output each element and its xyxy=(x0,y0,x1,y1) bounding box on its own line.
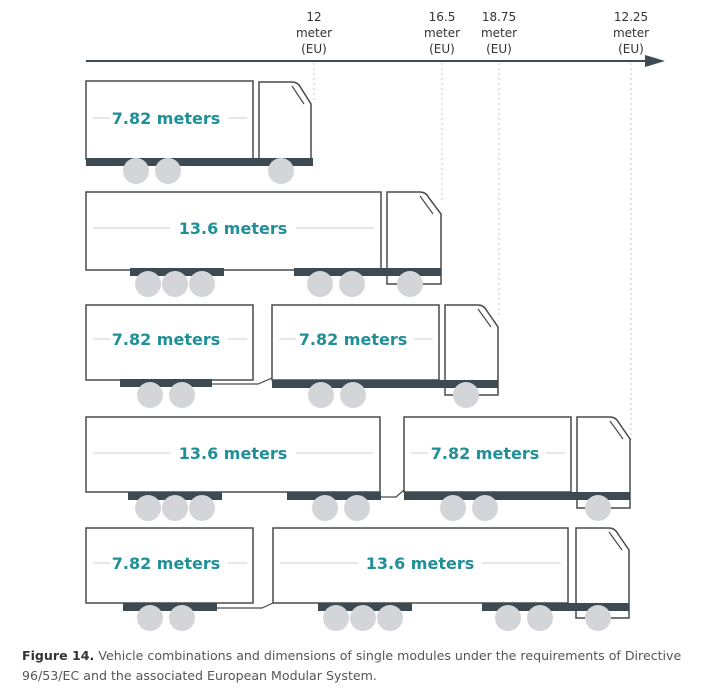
module-length-label: 7.82 meters xyxy=(112,109,220,128)
axis-marker-region: (EU) xyxy=(618,42,644,56)
vehicle-rigid-truck: 7.82 meters xyxy=(85,80,313,184)
axis-marker-12: 12 meter (EU) xyxy=(296,10,332,100)
wheel xyxy=(585,495,611,521)
axis-marker-region: (EU) xyxy=(429,42,455,56)
drawbar xyxy=(217,602,274,609)
cargo-box xyxy=(85,304,254,381)
cargo-box xyxy=(85,527,254,604)
axis-marker-value: 12.25 xyxy=(614,10,648,24)
wheel xyxy=(440,495,466,521)
wheel xyxy=(323,605,349,631)
drawbar xyxy=(381,489,405,498)
axis-marker-value: 16.5 xyxy=(429,10,456,24)
axis-marker-region: (EU) xyxy=(301,42,327,56)
cab-window xyxy=(477,308,492,328)
wheel xyxy=(137,382,163,408)
wheel xyxy=(189,271,215,297)
truck-cab xyxy=(576,416,631,509)
wheel xyxy=(135,495,161,521)
trailer-axle-frame xyxy=(123,603,217,611)
axis-marker-unit: meter xyxy=(424,26,460,40)
module-length-label: 13.6 meters xyxy=(366,554,474,573)
wheel xyxy=(397,271,423,297)
cab-window xyxy=(419,195,434,215)
axis-marker-18-75: 18.75 meter (EU) xyxy=(481,10,517,315)
wheel xyxy=(169,605,195,631)
chassis xyxy=(294,268,441,276)
trailer-axle-frame xyxy=(120,379,212,387)
cargo-box xyxy=(271,304,440,381)
wheel xyxy=(495,605,521,631)
wheel xyxy=(340,382,366,408)
wheel xyxy=(169,382,195,408)
chassis xyxy=(272,380,498,388)
vehicle-semitrailer-truck-combination: 13.6 meters 7.82 meters xyxy=(85,416,631,521)
module-length-label: 7.82 meters xyxy=(112,554,220,573)
cargo-box xyxy=(403,416,572,493)
wheel xyxy=(350,605,376,631)
wheel xyxy=(307,271,333,297)
caption-text: Vehicle combinations and dimensions of s… xyxy=(22,648,682,683)
length-axis: 12 meter (EU) 16.5 meter (EU) 18.75 mete… xyxy=(86,10,665,440)
axis-arrowhead xyxy=(645,55,665,67)
wheel xyxy=(312,495,338,521)
module-length-label: 13.6 meters xyxy=(179,444,287,463)
drawbar xyxy=(212,377,273,385)
vehicle-truck-semitrailer-combination: 7.82 meters 13.6 meters xyxy=(85,527,630,631)
wheel xyxy=(162,271,188,297)
module-length-label: 7.82 meters xyxy=(431,444,539,463)
truck-cab xyxy=(258,81,312,161)
cargo-box xyxy=(85,416,381,493)
axis-marker-value: 12 xyxy=(306,10,321,24)
truck-cab xyxy=(575,527,630,619)
axis-marker-region: (EU) xyxy=(486,42,512,56)
wheel xyxy=(162,495,188,521)
wheel xyxy=(585,605,611,631)
wheel xyxy=(339,271,365,297)
vehicle-semitrailer: 13.6 meters xyxy=(85,191,442,297)
axis-marker-unit: meter xyxy=(296,26,332,40)
wheel xyxy=(135,271,161,297)
axis-marker-unit: meter xyxy=(481,26,517,40)
axis-marker-12-25: 12.25 meter (EU) xyxy=(613,10,649,440)
dolly-frame xyxy=(287,492,381,500)
chassis xyxy=(86,158,313,166)
cargo-box xyxy=(272,527,569,604)
chassis xyxy=(482,603,629,611)
module-length-label: 7.82 meters xyxy=(299,330,407,349)
wheel xyxy=(268,158,294,184)
truck-cab xyxy=(386,191,442,285)
wheel xyxy=(472,495,498,521)
figure-caption: Figure 14. Vehicle combinations and dime… xyxy=(22,646,687,686)
module-length-label: 7.82 meters xyxy=(112,330,220,349)
cab-window xyxy=(609,420,624,440)
truck-cab xyxy=(444,304,499,396)
wheel xyxy=(189,495,215,521)
wheel xyxy=(137,605,163,631)
axis-marker-value: 18.75 xyxy=(482,10,516,24)
axis-marker-16-5: 16.5 meter (EU) xyxy=(424,10,460,200)
wheel xyxy=(527,605,553,631)
cargo-box xyxy=(85,80,254,160)
cab-window xyxy=(608,531,623,551)
wheel xyxy=(344,495,370,521)
wheel xyxy=(123,158,149,184)
wheel xyxy=(155,158,181,184)
cargo-box xyxy=(85,191,382,271)
figure-number: Figure 14. xyxy=(22,648,95,663)
vehicle-dimensions-diagram: 12 meter (EU) 16.5 meter (EU) 18.75 mete… xyxy=(85,10,665,631)
module-length-label: 13.6 meters xyxy=(179,219,287,238)
wheel xyxy=(377,605,403,631)
wheel xyxy=(453,382,479,408)
cab-window xyxy=(291,85,305,105)
axis-marker-unit: meter xyxy=(613,26,649,40)
vehicle-truck-trailer: 7.82 meters 7.82 meters xyxy=(85,304,499,408)
wheel xyxy=(308,382,334,408)
chassis xyxy=(404,492,630,500)
